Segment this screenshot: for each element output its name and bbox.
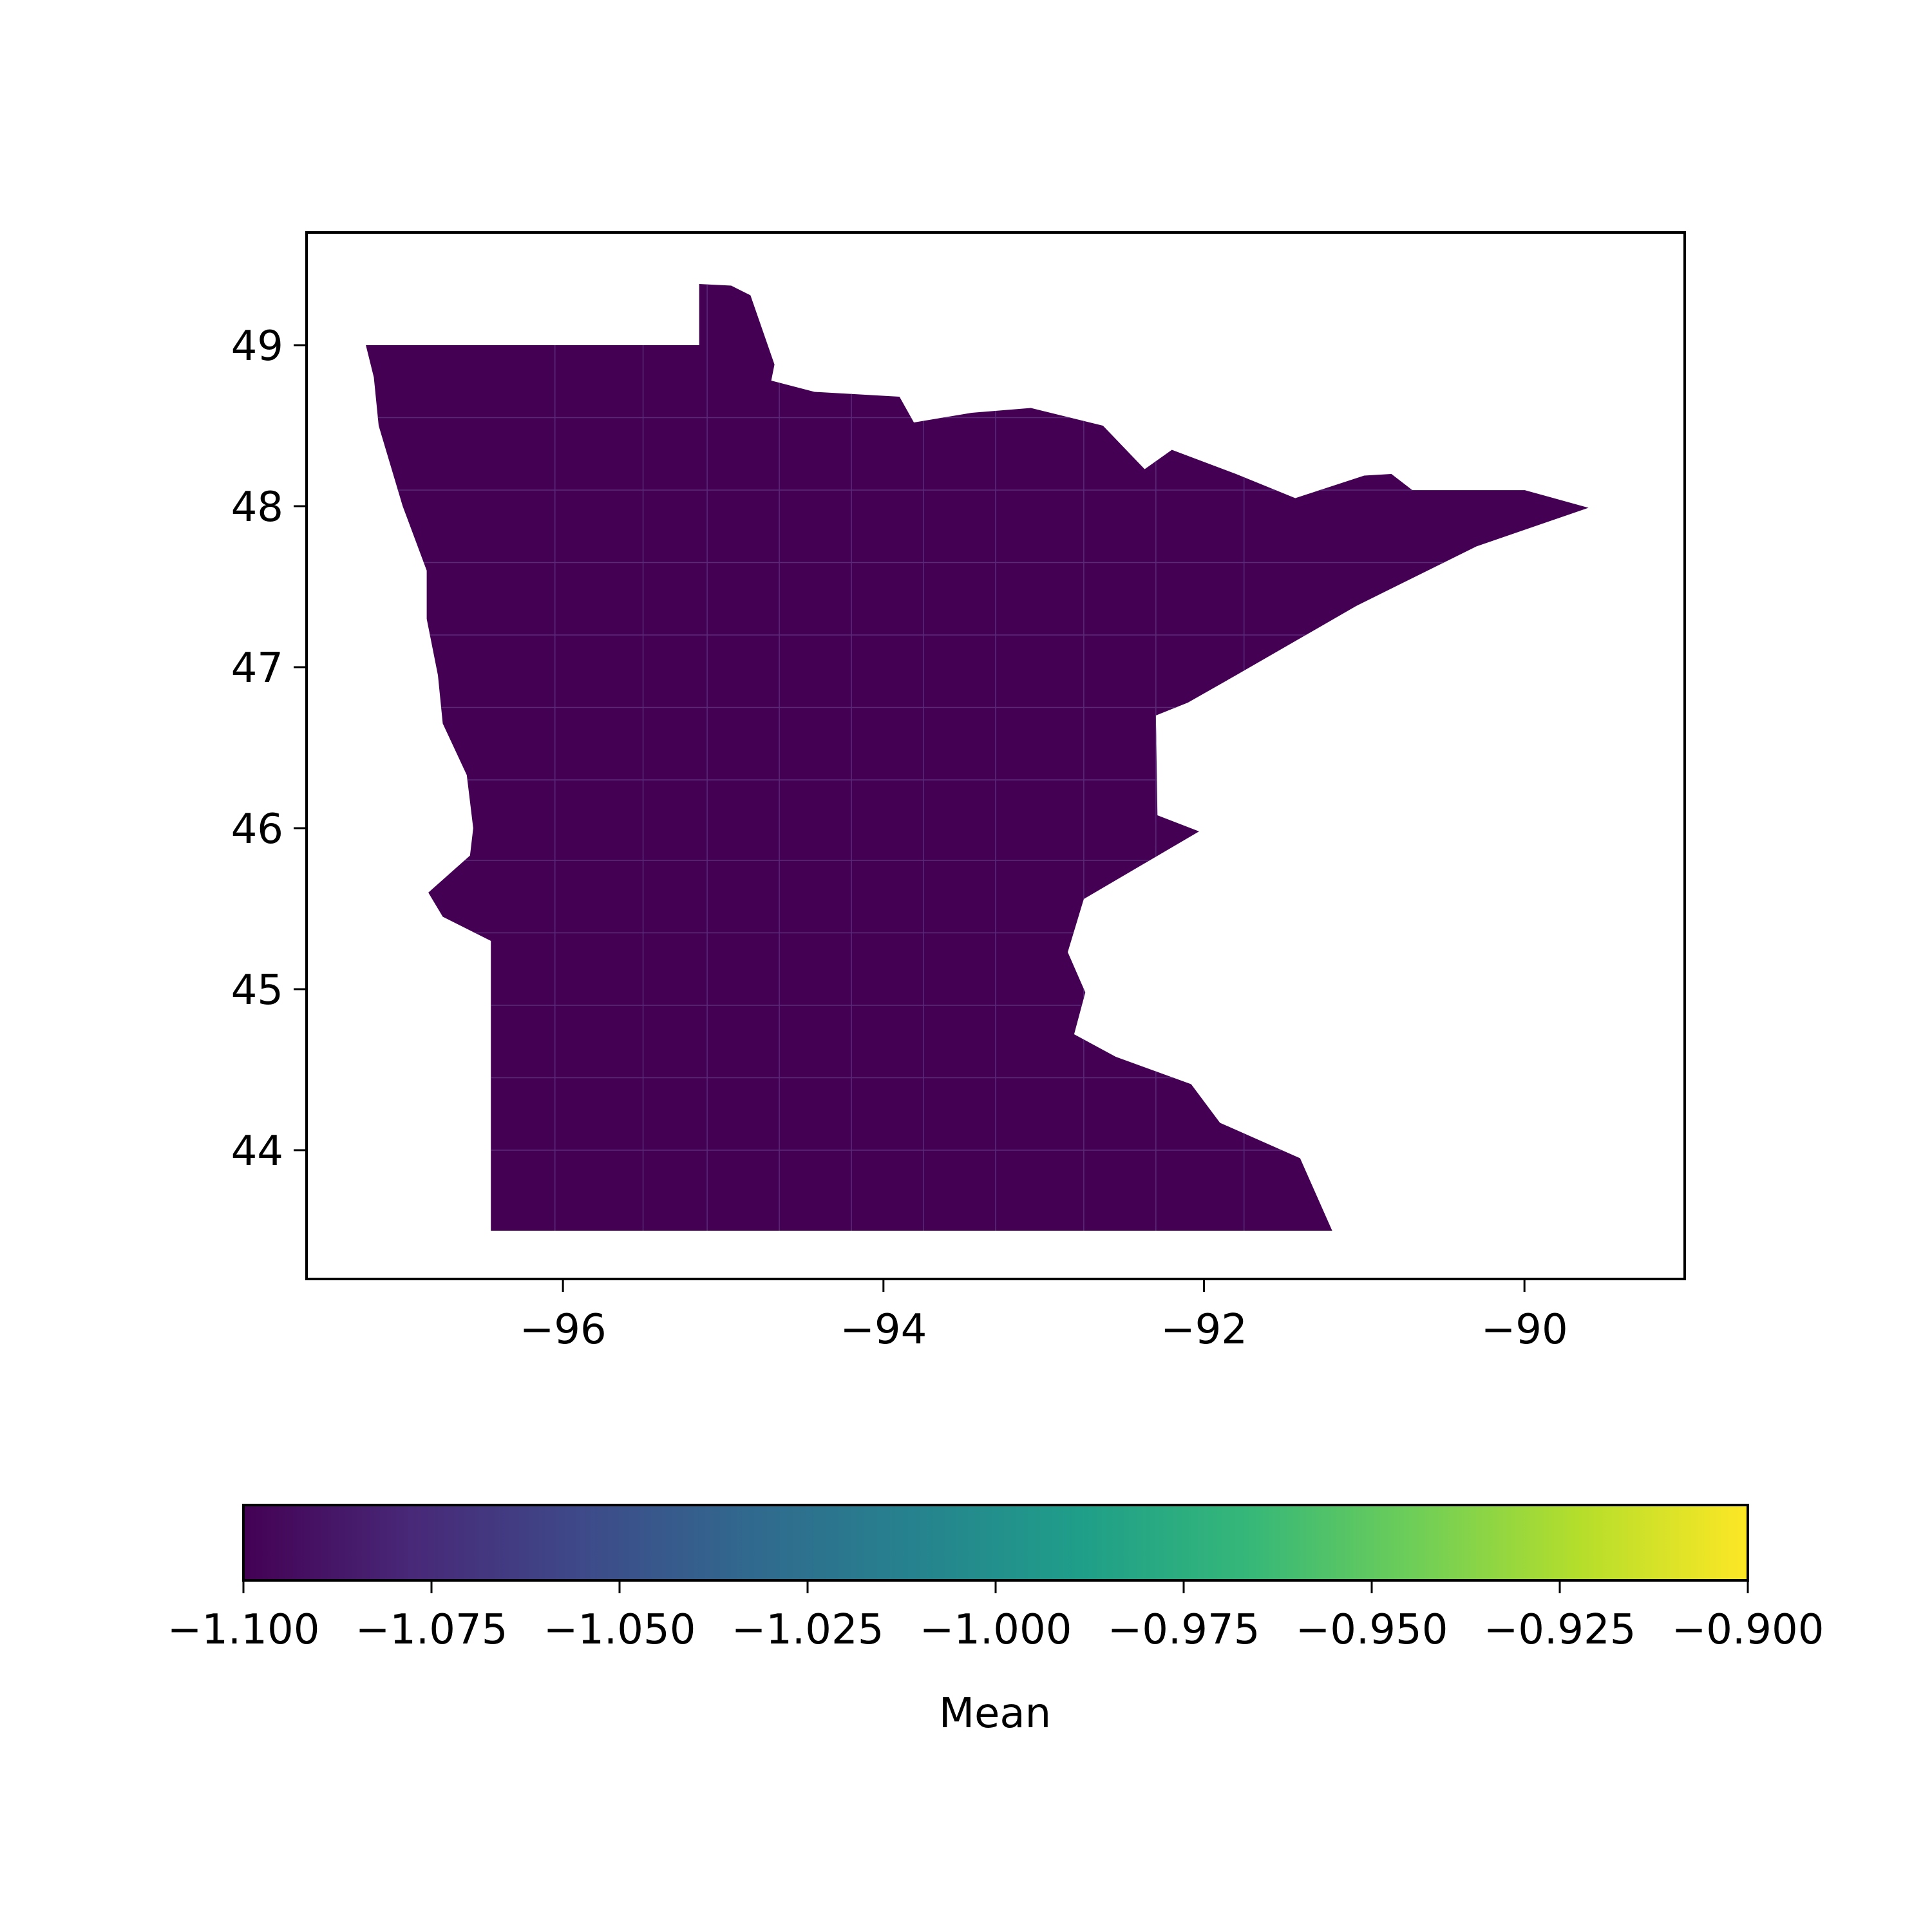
x-tick-label: −92 bbox=[1160, 1306, 1247, 1354]
colorbar-tick-label: −1.075 bbox=[355, 1606, 508, 1654]
colorbar-label: Mean bbox=[939, 1690, 1051, 1738]
colorbar-tick-label: −0.925 bbox=[1484, 1606, 1636, 1654]
y-tick-label: 48 bbox=[231, 484, 283, 531]
minnesota-choropleth bbox=[366, 284, 1589, 1231]
x-tick-label: −94 bbox=[840, 1306, 927, 1354]
y-tick-label: 46 bbox=[231, 806, 283, 853]
y-tick-label: 47 bbox=[231, 645, 283, 692]
map-panel: −96 −94 −92 −90 44 45 46 47 48 49 bbox=[231, 231, 1686, 1354]
colorbar-tick-label: −0.950 bbox=[1296, 1606, 1448, 1654]
colorbar-tick-label: −0.975 bbox=[1108, 1606, 1260, 1654]
y-tick-label: 49 bbox=[231, 323, 283, 370]
colorbar-ticks: −1.100 −1.075 −1.050 −1.025 −1.000 −0.975 −0.9… bbox=[167, 1580, 1824, 1654]
y-axis: 44 45 46 47 48 49 bbox=[231, 323, 307, 1175]
colorbar-gradient bbox=[242, 1504, 1749, 1582]
y-tick-label: 44 bbox=[231, 1128, 283, 1175]
x-tick-label: −96 bbox=[520, 1306, 607, 1354]
x-tick-label: −90 bbox=[1481, 1306, 1568, 1354]
y-tick-label: 45 bbox=[231, 967, 283, 1014]
colorbar-tick-label: −1.050 bbox=[544, 1606, 696, 1654]
colorbar-tick-label: −1.000 bbox=[920, 1606, 1072, 1654]
colorbar-tick-label: −0.900 bbox=[1672, 1606, 1824, 1654]
colorbar: −1.100 −1.075 −1.050 −1.025 −1.000 −0.975 −0.9… bbox=[167, 1504, 1824, 1738]
map-axes-frame bbox=[305, 231, 1686, 1280]
colorbar-tick-label: −1.100 bbox=[167, 1606, 320, 1654]
x-axis: −96 −94 −92 −90 bbox=[520, 1279, 1568, 1354]
colorbar-tick-label: −1.025 bbox=[732, 1606, 884, 1654]
